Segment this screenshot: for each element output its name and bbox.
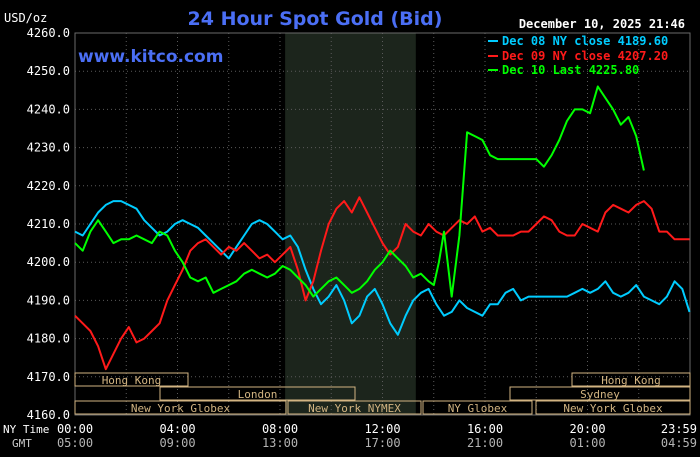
session-box xyxy=(571,372,691,387)
session-label: New York Globex xyxy=(563,402,663,415)
legend-item-label: Dec 08 NY close 4189.60 xyxy=(502,34,668,48)
session-label: London xyxy=(238,388,278,401)
x-tick-label-gmt: 09:00 xyxy=(159,436,195,450)
x-tick-label-ny: 23:59 xyxy=(661,422,697,436)
x-tick-label-gmt: 05:00 xyxy=(57,436,93,450)
session-label: New York Globex xyxy=(131,402,231,415)
session-label: NY Globex xyxy=(448,402,508,415)
x-tick-label-gmt: 17:00 xyxy=(364,436,400,450)
price-series xyxy=(74,85,691,371)
y-tick-label: 4160.0 xyxy=(27,408,70,422)
x-tick-label-gmt: 13:00 xyxy=(262,436,298,450)
kitco-watermark: www.kitco.com xyxy=(78,47,223,67)
session-box xyxy=(509,386,691,401)
session-box xyxy=(74,400,287,415)
x-tick-label-ny: 12:00 xyxy=(364,422,400,436)
series-line-2 xyxy=(74,196,690,371)
y-tick-label: 4260.0 xyxy=(27,26,70,40)
y-axis-tick-labels: 4160.0 4170.0 4180.0 4190.0 4200.0 4210.0 4220… xyxy=(27,26,70,422)
series-line-3 xyxy=(74,85,645,298)
chart-title: 24 Hour Spot Gold (Bid) xyxy=(188,8,443,30)
y-tick-label: 4190.0 xyxy=(27,293,70,307)
legend-item-label: Dec 09 NY close 4207.20 xyxy=(502,49,668,63)
x-tick-label-ny: 16:00 xyxy=(467,422,503,436)
x-tick-label-ny: 08:00 xyxy=(262,422,298,436)
x-tick-label-gmt: 04:59 xyxy=(661,436,697,450)
session-box xyxy=(287,400,422,415)
gmt-label: GMT xyxy=(12,437,32,450)
session-box xyxy=(535,400,691,415)
y-unit-label: USD/oz xyxy=(4,11,47,25)
session-label: Hong Kong xyxy=(601,374,661,387)
x-tick-label-ny: 04:00 xyxy=(159,422,195,436)
plot-border xyxy=(74,32,691,416)
session-box xyxy=(422,400,533,415)
session-label: Hong Kong xyxy=(102,374,162,387)
series-line-1 xyxy=(74,200,691,336)
y-tick-label: 4180.0 xyxy=(27,332,70,346)
shaded-trading-region xyxy=(285,33,416,415)
y-tick-label: 4250.0 xyxy=(27,64,70,78)
x-tick-label-ny: 00:00 xyxy=(57,422,93,436)
session-label: Sydney xyxy=(580,388,620,401)
y-tick-label: 4230.0 xyxy=(27,141,70,155)
chart-date: December 10, 2025 21:46 xyxy=(519,17,685,31)
y-tick-label: 4210.0 xyxy=(27,217,70,231)
session-box xyxy=(159,386,356,401)
y-tick-label: 4240.0 xyxy=(27,102,70,116)
x-tick-label-gmt: 01:00 xyxy=(569,436,605,450)
x-tick-label-ny: 20:00 xyxy=(569,422,605,436)
y-tick-label: 4220.0 xyxy=(27,179,70,193)
y-tick-label: 4200.0 xyxy=(27,255,70,269)
x-tick-label-gmt: 21:00 xyxy=(467,436,503,450)
x-axis-tick-labels: 00:00 04:00 08:00 12:00 16:00 20:00 23:59 05:00… xyxy=(57,422,697,450)
y-tick-label: 4170.0 xyxy=(27,370,70,384)
session-box xyxy=(74,372,189,387)
session-label: New York NYMEX xyxy=(308,402,401,415)
ny-time-label: NY Time xyxy=(3,423,49,436)
legend-item-label: Dec 10 Last 4225.80 xyxy=(502,63,639,77)
